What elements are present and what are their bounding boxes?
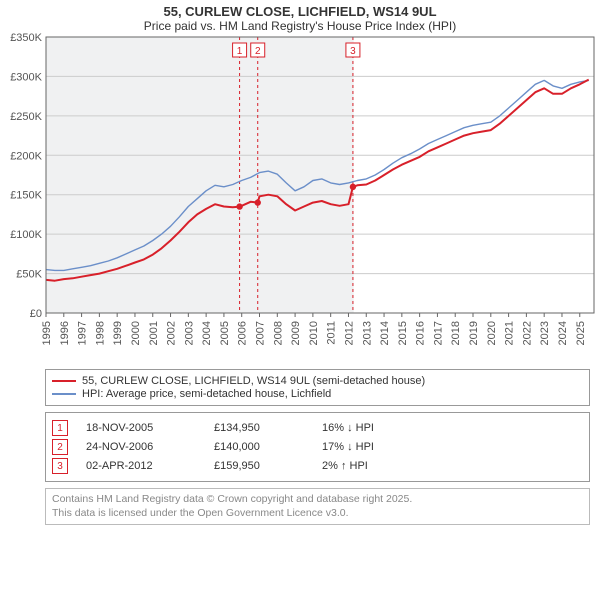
svg-text:£350K: £350K bbox=[10, 33, 42, 44]
svg-text:2024: 2024 bbox=[557, 321, 569, 345]
svg-text:2002: 2002 bbox=[166, 321, 178, 345]
transaction-marker: 1 bbox=[52, 420, 68, 436]
legend-label: 55, CURLEW CLOSE, LICHFIELD, WS14 9UL (s… bbox=[82, 375, 425, 387]
svg-text:2014: 2014 bbox=[379, 321, 391, 345]
svg-text:2020: 2020 bbox=[486, 321, 498, 345]
svg-text:1: 1 bbox=[237, 46, 243, 57]
svg-text:1997: 1997 bbox=[77, 321, 89, 345]
svg-text:2021: 2021 bbox=[504, 321, 516, 345]
footer-line-2: This data is licensed under the Open Gov… bbox=[52, 507, 583, 521]
svg-text:2011: 2011 bbox=[326, 321, 338, 345]
svg-text:2015: 2015 bbox=[397, 321, 409, 345]
svg-text:2008: 2008 bbox=[272, 321, 284, 345]
svg-text:2025: 2025 bbox=[575, 321, 587, 345]
svg-text:£0: £0 bbox=[30, 308, 42, 320]
svg-text:£200K: £200K bbox=[10, 150, 42, 162]
svg-text:£100K: £100K bbox=[10, 229, 42, 241]
transaction-price: £159,950 bbox=[214, 460, 304, 472]
transaction-date: 24-NOV-2006 bbox=[86, 441, 196, 453]
svg-text:2006: 2006 bbox=[237, 321, 249, 345]
svg-text:2007: 2007 bbox=[255, 321, 267, 345]
transaction-date: 18-NOV-2005 bbox=[86, 422, 196, 434]
transaction-date: 02-APR-2012 bbox=[86, 460, 196, 472]
svg-text:1996: 1996 bbox=[59, 321, 71, 345]
svg-text:2012: 2012 bbox=[343, 321, 355, 345]
svg-text:2017: 2017 bbox=[432, 321, 444, 345]
transaction-price: £134,950 bbox=[214, 422, 304, 434]
footer-attribution: Contains HM Land Registry data © Crown c… bbox=[45, 488, 590, 525]
svg-text:£150K: £150K bbox=[10, 190, 42, 202]
transaction-row: 1 18-NOV-2005 £134,950 16% ↓ HPI bbox=[52, 420, 583, 436]
title-line-1: 55, CURLEW CLOSE, LICHFIELD, WS14 9UL bbox=[4, 4, 596, 19]
legend: 55, CURLEW CLOSE, LICHFIELD, WS14 9UL (s… bbox=[45, 369, 590, 406]
transaction-delta: 16% ↓ HPI bbox=[322, 422, 432, 434]
transaction-delta: 2% ↑ HPI bbox=[322, 460, 432, 472]
svg-text:2005: 2005 bbox=[219, 321, 231, 345]
svg-text:2022: 2022 bbox=[521, 321, 533, 345]
legend-label: HPI: Average price, semi-detached house,… bbox=[82, 388, 331, 400]
svg-text:2000: 2000 bbox=[130, 321, 142, 345]
legend-item: HPI: Average price, semi-detached house,… bbox=[52, 388, 583, 400]
title-line-2: Price paid vs. HM Land Registry's House … bbox=[4, 19, 596, 33]
svg-text:3: 3 bbox=[350, 46, 356, 57]
svg-text:1998: 1998 bbox=[94, 321, 106, 345]
transaction-delta: 17% ↓ HPI bbox=[322, 441, 432, 453]
svg-text:2004: 2004 bbox=[201, 321, 213, 345]
svg-text:2018: 2018 bbox=[450, 321, 462, 345]
svg-text:2003: 2003 bbox=[183, 321, 195, 345]
svg-text:1999: 1999 bbox=[112, 321, 124, 345]
svg-text:2019: 2019 bbox=[468, 321, 480, 345]
svg-text:2016: 2016 bbox=[415, 321, 427, 345]
svg-text:£250K: £250K bbox=[10, 111, 42, 123]
chart-title-block: 55, CURLEW CLOSE, LICHFIELD, WS14 9UL Pr… bbox=[0, 0, 600, 33]
svg-text:2013: 2013 bbox=[361, 321, 373, 345]
footer-line-1: Contains HM Land Registry data © Crown c… bbox=[52, 493, 583, 507]
svg-text:£300K: £300K bbox=[10, 71, 42, 83]
transaction-marker: 2 bbox=[52, 439, 68, 455]
transaction-row: 2 24-NOV-2006 £140,000 17% ↓ HPI bbox=[52, 439, 583, 455]
svg-text:1995: 1995 bbox=[41, 321, 53, 345]
transactions-table: 1 18-NOV-2005 £134,950 16% ↓ HPI 2 24-NOV-200… bbox=[45, 412, 590, 482]
chart-container: £0 £50K £100K £150K £200K £250K £300K £350K 1995… bbox=[0, 33, 600, 363]
line-chart: £0 £50K £100K £150K £200K £250K £300K £350K 1995… bbox=[0, 33, 600, 363]
legend-swatch bbox=[52, 393, 76, 395]
svg-text:2009: 2009 bbox=[290, 321, 302, 345]
transaction-price: £140,000 bbox=[214, 441, 304, 453]
svg-text:2001: 2001 bbox=[148, 321, 160, 345]
svg-text:2: 2 bbox=[255, 46, 261, 57]
svg-text:2010: 2010 bbox=[308, 321, 320, 345]
svg-text:£50K: £50K bbox=[16, 269, 42, 281]
legend-item: 55, CURLEW CLOSE, LICHFIELD, WS14 9UL (s… bbox=[52, 375, 583, 387]
svg-text:2023: 2023 bbox=[539, 321, 551, 345]
legend-swatch bbox=[52, 380, 76, 382]
transaction-row: 3 02-APR-2012 £159,950 2% ↑ HPI bbox=[52, 458, 583, 474]
transaction-marker: 3 bbox=[52, 458, 68, 474]
